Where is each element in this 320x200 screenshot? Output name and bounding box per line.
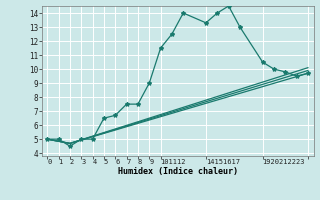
X-axis label: Humidex (Indice chaleur): Humidex (Indice chaleur) bbox=[118, 167, 237, 176]
